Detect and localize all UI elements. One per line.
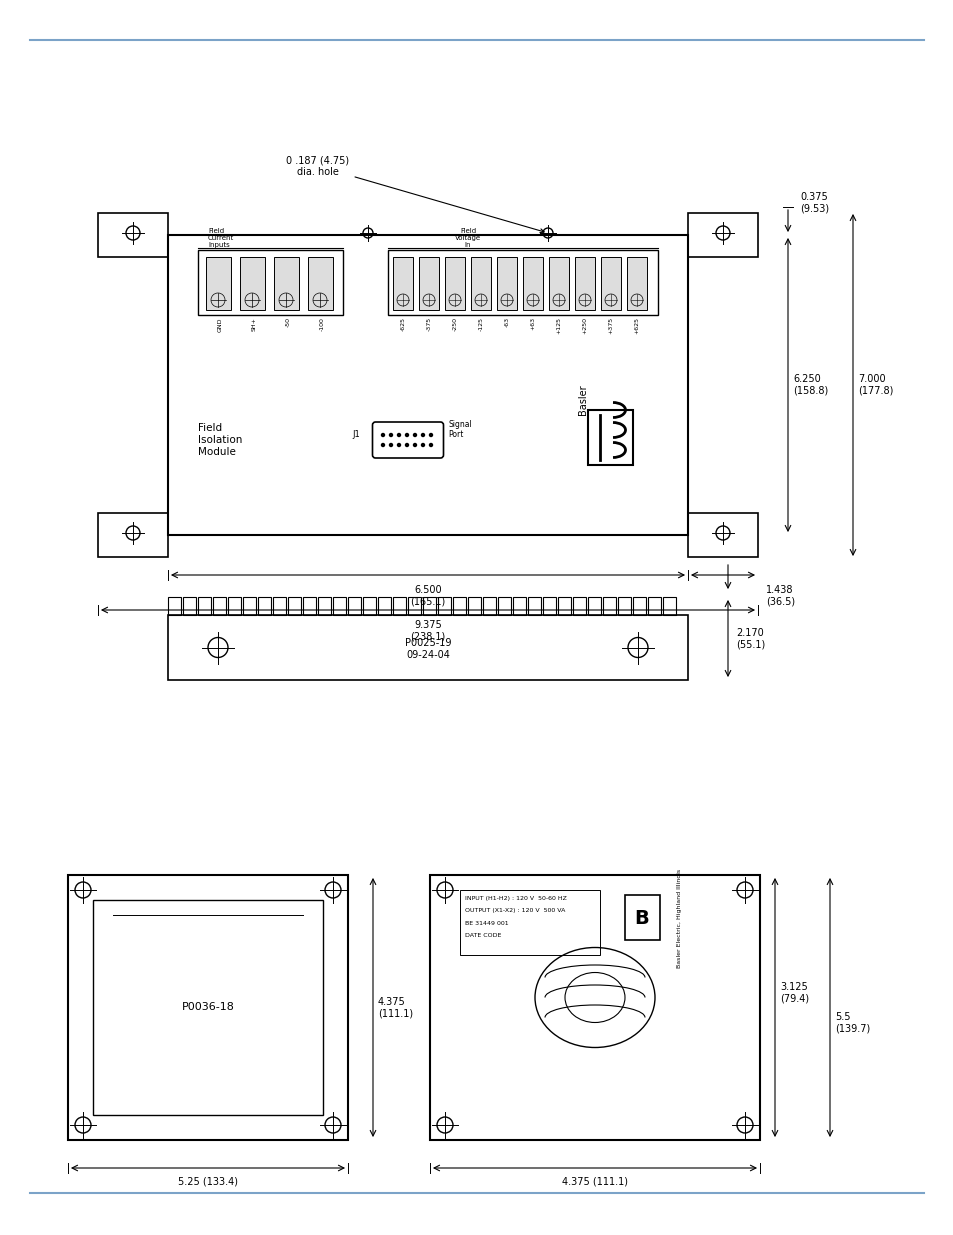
Text: 5.25 (133.4): 5.25 (133.4): [178, 1176, 237, 1186]
Text: -625: -625: [400, 317, 405, 331]
Circle shape: [397, 443, 400, 447]
Text: 09-24-04: 09-24-04: [406, 651, 450, 661]
Text: 1.438
(36.5): 1.438 (36.5): [765, 585, 794, 606]
Bar: [687, 212, 758, 257]
Bar: [393, 257, 413, 310]
Bar: [308, 257, 333, 310]
Text: 3.125
(79.4): 3.125 (79.4): [780, 982, 808, 1003]
Text: INPUT (H1-H2) : 120 V  50-60 HZ: INPUT (H1-H2) : 120 V 50-60 HZ: [464, 897, 566, 902]
Bar: [183, 597, 195, 615]
Circle shape: [405, 443, 408, 447]
Bar: [257, 597, 271, 615]
Text: 7.000
(177.8): 7.000 (177.8): [857, 374, 892, 395]
Bar: [303, 597, 315, 615]
Bar: [513, 597, 525, 615]
Text: B: B: [634, 909, 649, 927]
Bar: [497, 257, 517, 310]
Bar: [587, 597, 600, 615]
Circle shape: [389, 443, 392, 447]
Bar: [527, 597, 540, 615]
Bar: [573, 597, 585, 615]
Bar: [98, 513, 168, 557]
Bar: [168, 597, 181, 615]
Circle shape: [421, 433, 424, 436]
Bar: [198, 249, 343, 315]
Circle shape: [381, 443, 384, 447]
Text: 2.170
(55.1): 2.170 (55.1): [735, 627, 764, 650]
Text: -50: -50: [285, 317, 291, 327]
Text: Basler: Basler: [578, 384, 587, 415]
Text: -375: -375: [426, 317, 431, 331]
Circle shape: [397, 433, 400, 436]
Bar: [273, 597, 286, 615]
Text: Signal
Port: Signal Port: [448, 420, 472, 438]
Text: Field
Isolation
Module: Field Isolation Module: [198, 424, 242, 457]
Bar: [468, 597, 480, 615]
Bar: [453, 597, 465, 615]
Bar: [240, 257, 265, 310]
Circle shape: [413, 443, 416, 447]
Text: +375: +375: [608, 317, 613, 335]
Circle shape: [421, 443, 424, 447]
Bar: [168, 615, 687, 680]
Circle shape: [381, 433, 384, 436]
Circle shape: [413, 433, 416, 436]
Bar: [497, 597, 511, 615]
Bar: [471, 257, 491, 310]
Text: 9.375
(238.1): 9.375 (238.1): [410, 620, 445, 642]
Bar: [542, 597, 556, 615]
Bar: [687, 513, 758, 557]
Bar: [198, 597, 211, 615]
Bar: [168, 235, 687, 535]
Text: 5.5
(139.7): 5.5 (139.7): [834, 1011, 869, 1034]
Text: P0025-19: P0025-19: [404, 637, 451, 647]
Bar: [68, 876, 348, 1140]
Bar: [602, 597, 616, 615]
Text: SH+: SH+: [252, 317, 256, 331]
Bar: [408, 597, 420, 615]
Bar: [548, 257, 568, 310]
Bar: [437, 597, 451, 615]
Text: -63: -63: [504, 317, 509, 327]
Bar: [206, 257, 231, 310]
Text: Field
Current
Inputs: Field Current Inputs: [208, 228, 234, 248]
Text: 0.375
(9.53): 0.375 (9.53): [800, 193, 828, 214]
Bar: [213, 597, 226, 615]
Bar: [482, 597, 496, 615]
Text: DATE CODE: DATE CODE: [464, 932, 501, 939]
Text: J1: J1: [353, 430, 360, 438]
Bar: [444, 257, 464, 310]
Bar: [274, 257, 298, 310]
Bar: [418, 257, 438, 310]
Circle shape: [389, 433, 392, 436]
Bar: [288, 597, 301, 615]
Text: Basler Electric, Highland Illinois: Basler Electric, Highland Illinois: [677, 868, 681, 967]
Text: +63: +63: [530, 317, 535, 330]
Bar: [377, 597, 391, 615]
Bar: [393, 597, 406, 615]
Bar: [422, 597, 436, 615]
Circle shape: [429, 433, 432, 436]
Bar: [348, 597, 360, 615]
Text: -250: -250: [452, 317, 457, 331]
Bar: [430, 876, 760, 1140]
Text: 0 .187 (4.75)
dia. hole: 0 .187 (4.75) dia. hole: [286, 156, 543, 232]
Bar: [587, 410, 633, 466]
Text: +125: +125: [556, 317, 561, 333]
Bar: [647, 597, 660, 615]
Bar: [243, 597, 255, 615]
Bar: [522, 257, 542, 310]
Bar: [317, 597, 331, 615]
Text: 4.375
(111.1): 4.375 (111.1): [377, 997, 413, 1019]
Text: GND: GND: [217, 317, 222, 331]
Circle shape: [405, 433, 408, 436]
Bar: [633, 597, 645, 615]
Bar: [98, 212, 168, 257]
Text: BE 31449 001: BE 31449 001: [464, 921, 508, 926]
Bar: [662, 597, 676, 615]
Text: 6.500
(165.1): 6.500 (165.1): [410, 585, 445, 606]
Text: +250: +250: [582, 317, 587, 333]
Bar: [626, 257, 646, 310]
Bar: [388, 249, 658, 315]
Text: P0036-18: P0036-18: [181, 1003, 234, 1013]
